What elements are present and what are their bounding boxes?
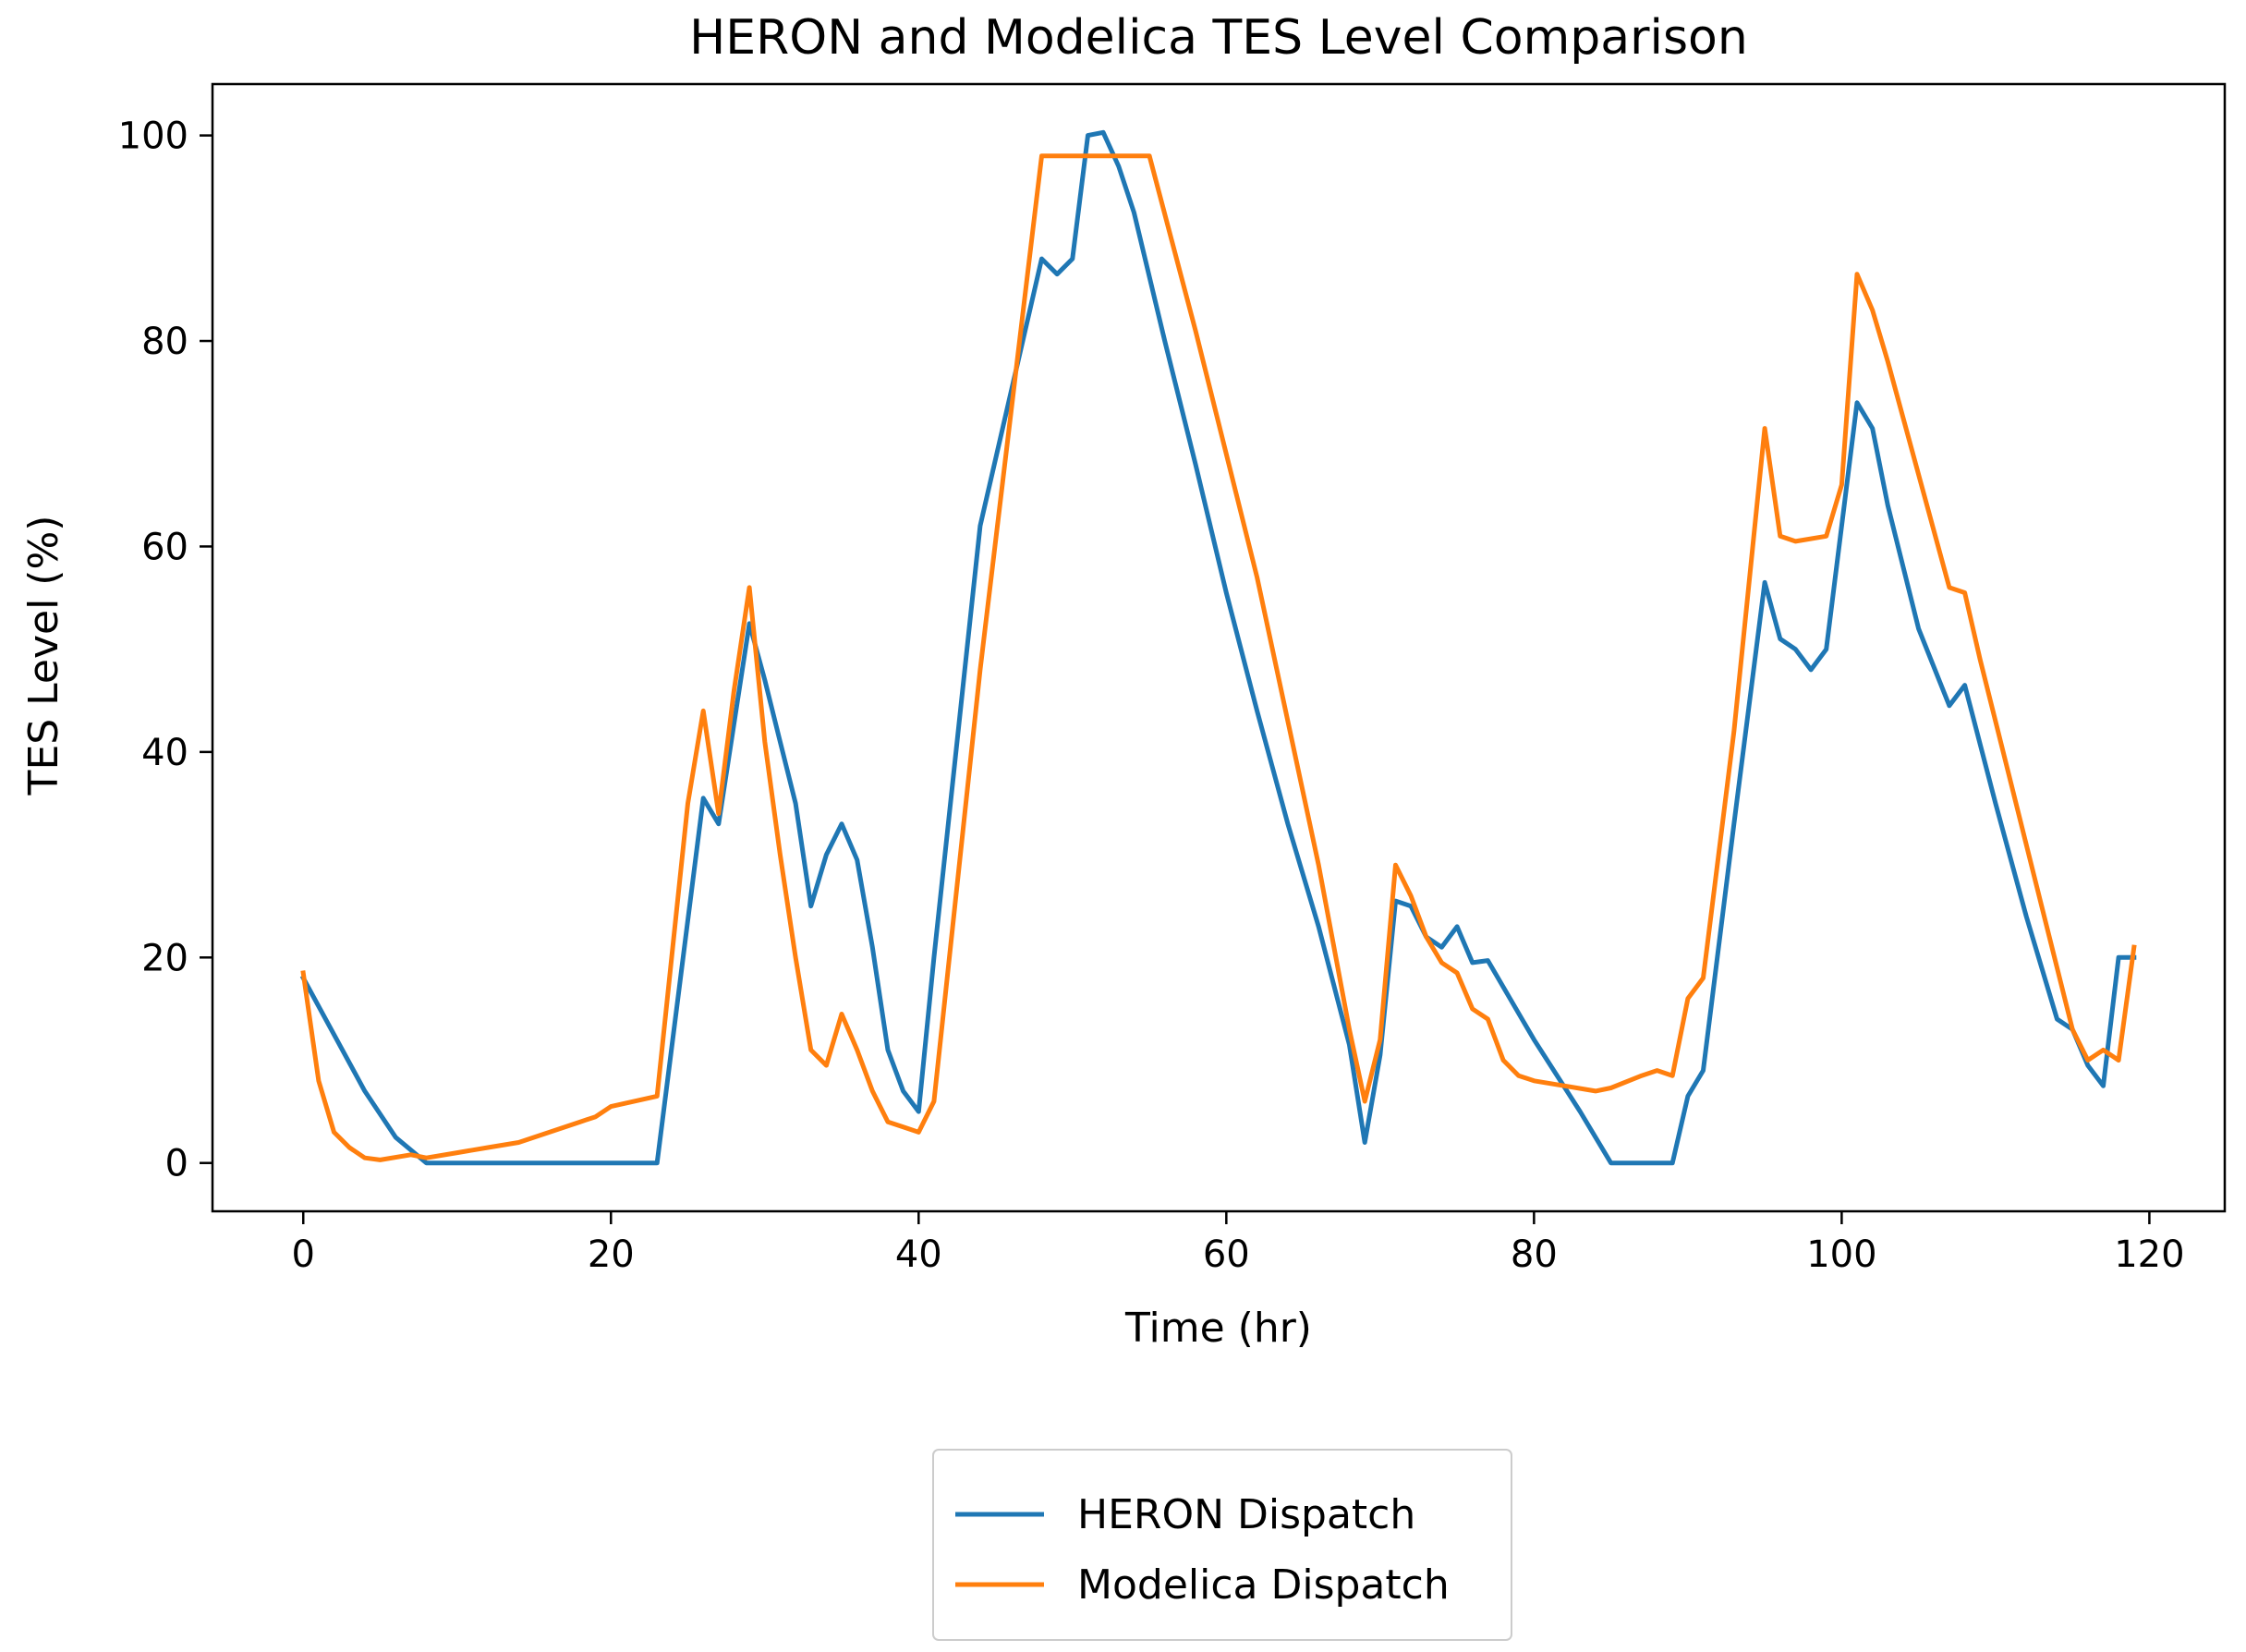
- legend-label-heron-dispatch: HERON Dispatch: [1077, 1491, 1415, 1538]
- series-line-modelica-dispatch: [300, 153, 2137, 1162]
- x-tick-label: 100: [1806, 1233, 1876, 1276]
- x-tick-label: 20: [588, 1233, 635, 1276]
- y-tick-label: 0: [165, 1143, 188, 1185]
- series-line-heron-dispatch: [299, 129, 2137, 1166]
- y-tick-label: 40: [141, 732, 188, 774]
- plot-area: [299, 129, 2137, 1166]
- x-tick-label: 80: [1511, 1233, 1558, 1276]
- y-tick-label: 20: [141, 937, 188, 979]
- x-tick-label: 60: [1203, 1233, 1250, 1276]
- x-tick-label: 0: [292, 1233, 315, 1276]
- legend-box: [932, 1449, 1512, 1641]
- legend-label-modelica-dispatch: Modelica Dispatch: [1077, 1561, 1450, 1609]
- x-axis-label: Time (hr): [1124, 1305, 1312, 1352]
- y-axis-label: TES Level (%): [20, 516, 67, 796]
- y-tick-label: 60: [141, 526, 188, 568]
- y-tick-label: 100: [118, 115, 188, 158]
- legend: HERON Dispatch Modelica Dispatch: [932, 1449, 1512, 1641]
- axes: 0 20 40 60 80 100 120 0 20 40 60 80 100: [118, 82, 2227, 1276]
- y-tick-label: 80: [141, 321, 188, 363]
- plot-frame: [211, 82, 2227, 1213]
- chart-title: HERON and Modelica TES Level Comparison: [689, 10, 1748, 66]
- x-tick-label: 120: [2114, 1233, 2184, 1276]
- x-tick-label: 40: [895, 1233, 942, 1276]
